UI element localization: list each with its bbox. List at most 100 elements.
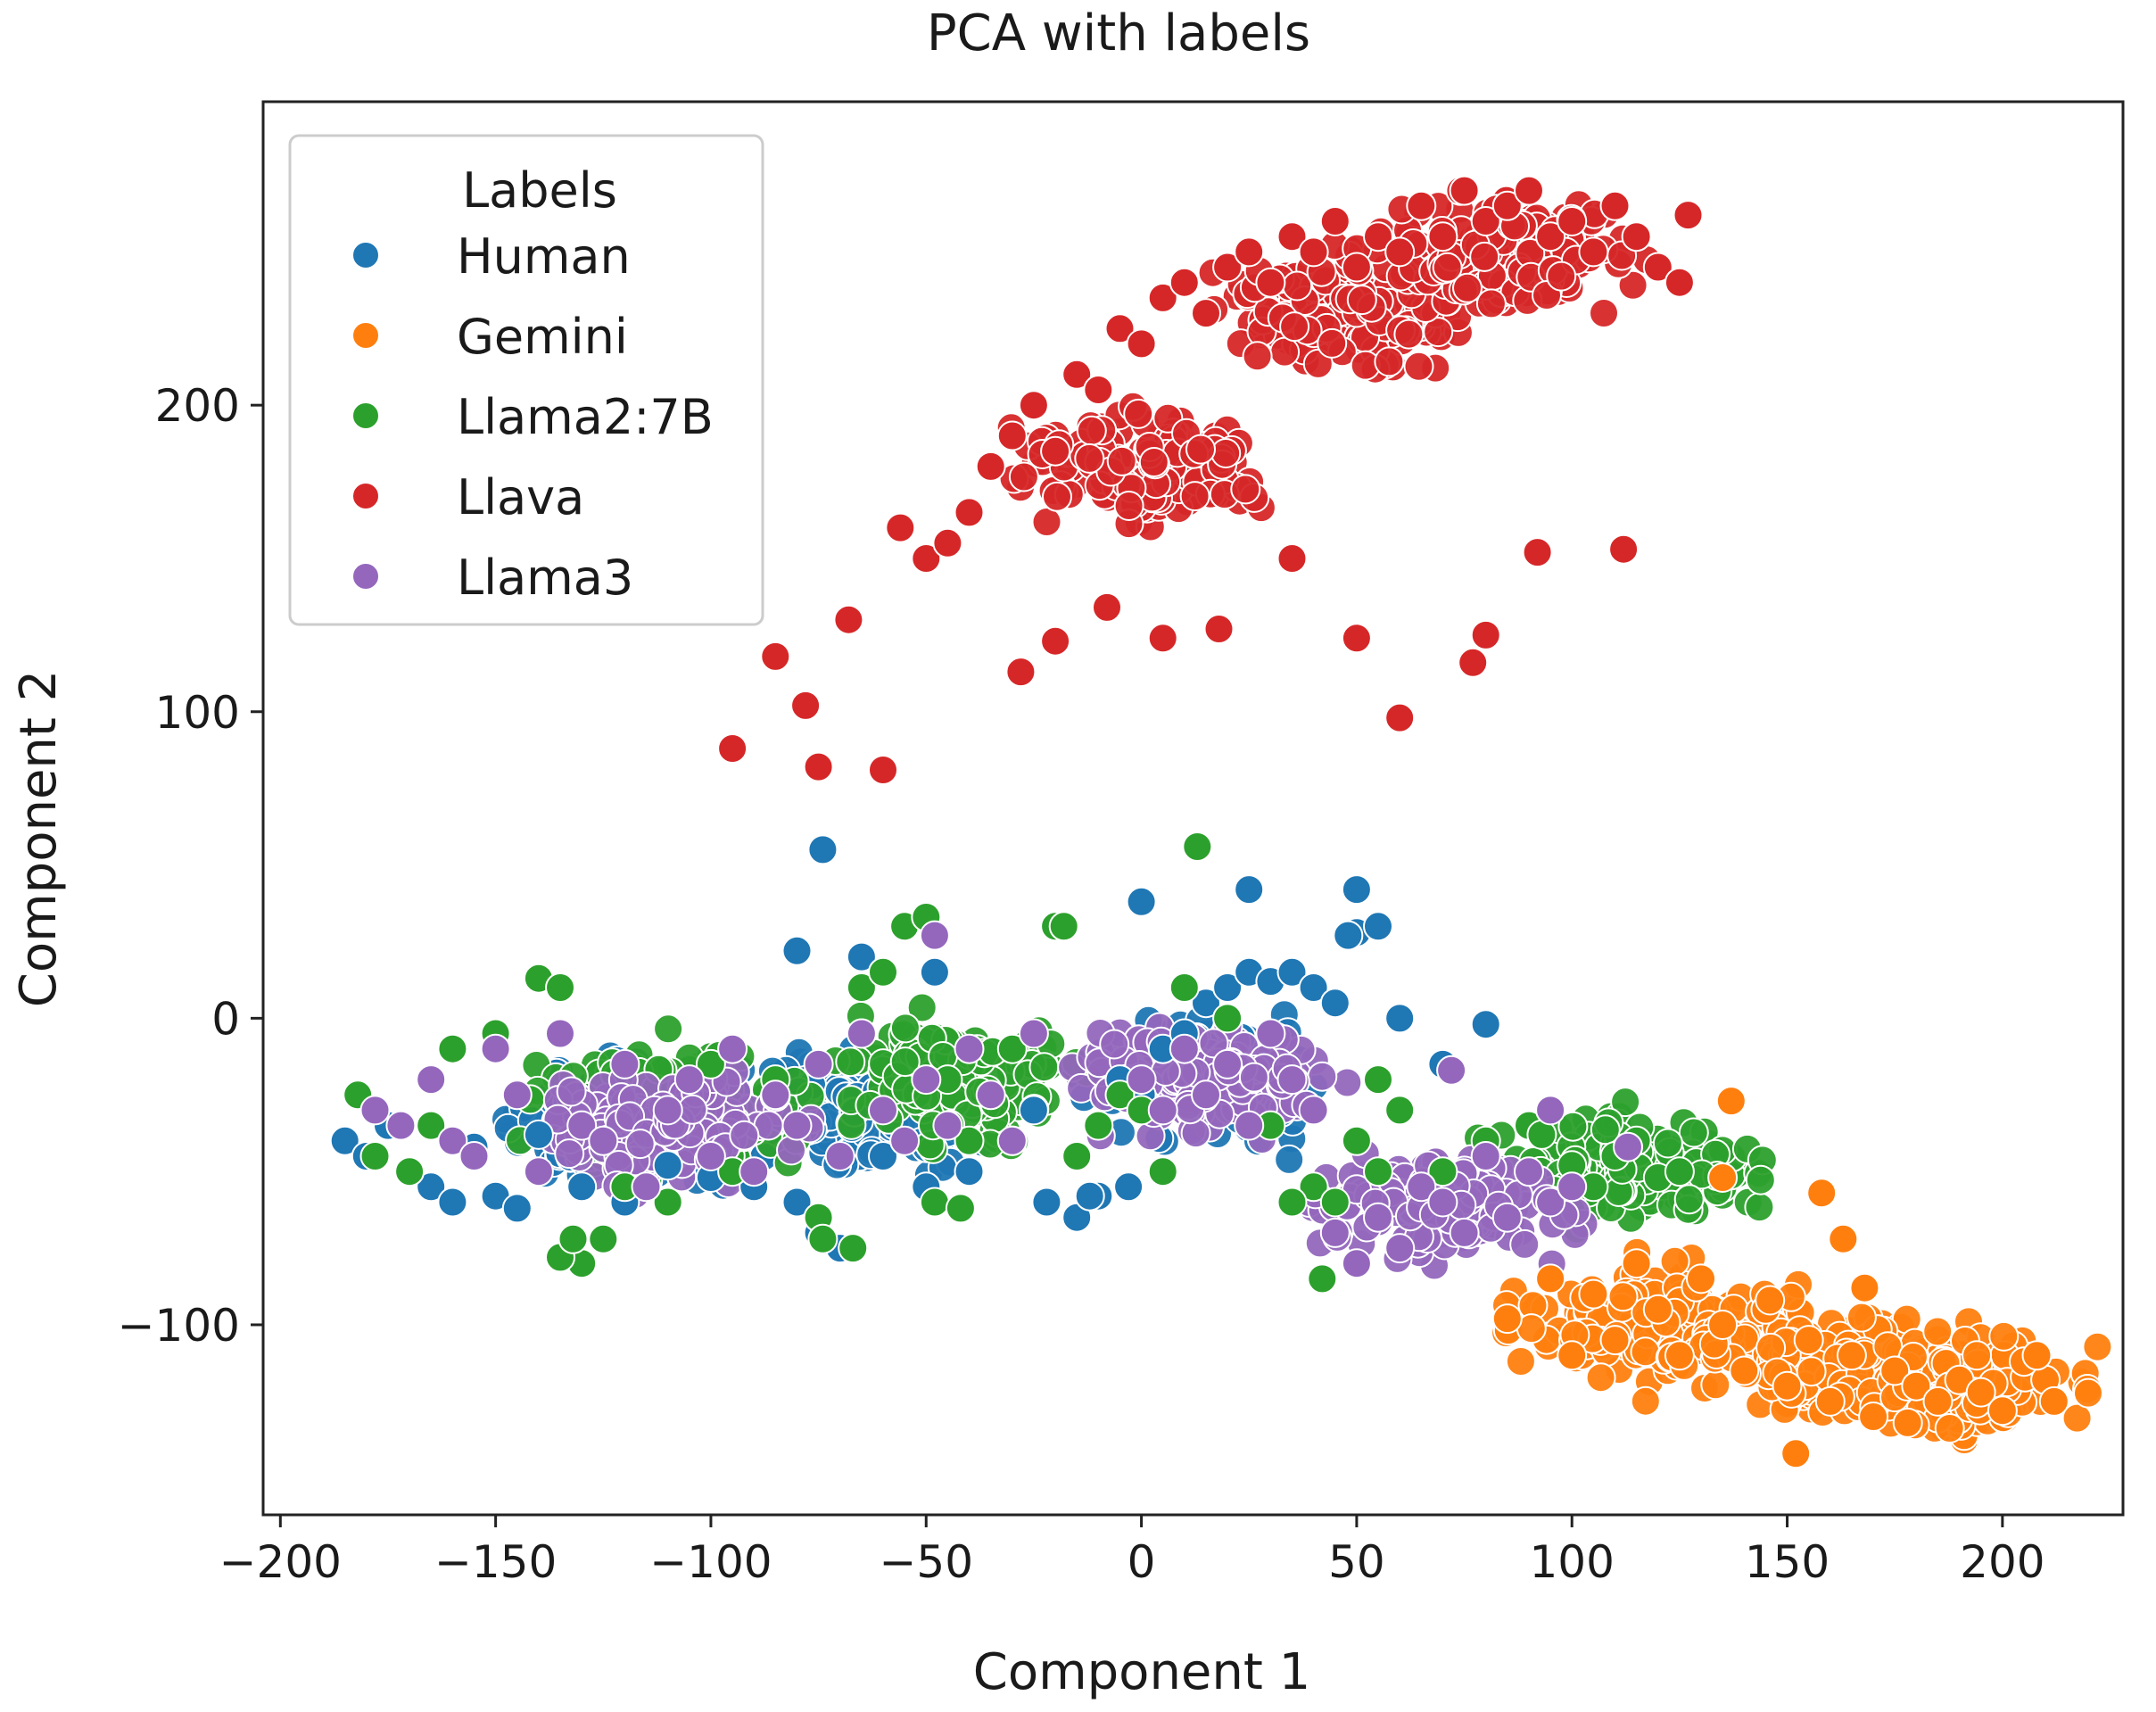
data-point-llama3: [1018, 1018, 1049, 1049]
data-point-llama2-7b: [558, 1223, 589, 1254]
y-tick-label: 200: [155, 380, 240, 432]
x-tick-label: −150: [434, 1536, 557, 1588]
data-point-gemini: [1642, 1294, 1673, 1325]
data-point-human: [1031, 1187, 1062, 1218]
cloud-point-llava: [1317, 327, 1348, 359]
cloud-point-llama3: [1332, 1067, 1363, 1098]
data-point-llama3: [846, 1018, 877, 1049]
data-point-llava: [760, 641, 791, 672]
data-point-llama3: [695, 1141, 726, 1171]
data-point-llama3: [803, 1048, 834, 1079]
cloud-point-llama2-7b: [889, 1013, 921, 1044]
data-point-llava: [1040, 435, 1071, 467]
data-point-llava: [1191, 298, 1221, 329]
data-point-llama3: [996, 1125, 1028, 1156]
cloud-point-gemini: [2082, 1331, 2113, 1362]
data-point-llama2-7b: [652, 1187, 683, 1218]
data-point-llava: [790, 690, 822, 721]
data-point-gemini: [1828, 1223, 1859, 1254]
cloud-point-gemini: [2073, 1377, 2103, 1409]
data-point-llama3: [1470, 1141, 1501, 1171]
data-point-llava: [1673, 200, 1704, 231]
data-point-gemini: [1901, 1370, 1932, 1402]
data-point-human: [954, 1156, 985, 1187]
data-point-llava: [1470, 619, 1501, 650]
data-point-llava: [1384, 236, 1416, 268]
data-point-llava: [1126, 328, 1157, 360]
cloud-point-llama2-7b: [1744, 1192, 1775, 1223]
data-point-llama3: [1535, 1095, 1566, 1126]
data-point-llama3: [1557, 1171, 1588, 1203]
x-tick-label: 50: [1328, 1536, 1385, 1588]
data-point-llava: [1341, 252, 1372, 283]
cloud-point-llava: [1432, 252, 1463, 283]
cloud-point-llama2-7b: [1745, 1164, 1776, 1195]
data-point-llama2-7b: [1664, 1156, 1695, 1187]
data-point-llama2-7b: [1083, 1110, 1114, 1141]
data-point-llama3: [911, 1064, 942, 1096]
data-point-llama2-7b: [1307, 1263, 1338, 1294]
data-point-llava: [1578, 236, 1609, 268]
x-tick-label: 200: [1960, 1536, 2044, 1588]
data-point-llama2-7b: [1104, 1079, 1136, 1111]
y-tick-label: −100: [118, 1300, 240, 1352]
data-point-llama3: [824, 1141, 855, 1171]
data-point-gemini: [1922, 1385, 1954, 1417]
data-point-llama3: [631, 1171, 662, 1203]
data-point-llama3: [1276, 1064, 1308, 1096]
data-point-llama3: [1436, 1054, 1467, 1086]
cloud-point-gemini: [1607, 1281, 1639, 1312]
plot-area-frame: [261, 100, 2125, 1517]
cloud-point-llava: [1123, 398, 1154, 429]
data-point-human: [868, 1141, 898, 1171]
data-point-llama3: [1255, 1018, 1286, 1049]
cloud-point-llama2-7b: [906, 992, 938, 1023]
data-point-llava: [1147, 282, 1178, 313]
data-point-llava: [954, 497, 985, 528]
y-axis-ticks: −100 0 100 200: [118, 380, 263, 1352]
cloud-point-gemini: [2061, 1402, 2093, 1434]
data-point-human: [566, 1171, 598, 1203]
data-point-gemini: [1879, 1355, 1911, 1386]
data-point-human: [437, 1187, 468, 1218]
cloud-point-llava: [1008, 461, 1039, 492]
data-point-llava: [1557, 206, 1588, 236]
cloud-point-llava: [1393, 318, 1425, 350]
data-point-llava: [1522, 537, 1553, 568]
data-point-gemini: [1664, 1340, 1695, 1371]
legend-label-human: Human: [457, 228, 631, 285]
data-point-llama2-7b: [945, 1193, 976, 1224]
data-point-gemini: [1849, 1272, 1880, 1303]
data-point-gemini: [1578, 1278, 1609, 1310]
data-point-llama2-7b: [1276, 1187, 1308, 1218]
data-point-gemini: [1729, 1355, 1760, 1386]
data-point-llama3: [1384, 1233, 1416, 1264]
data-point-gemini: [1892, 1407, 1923, 1438]
legend-title: Labels: [462, 162, 617, 219]
data-point-llama3: [359, 1095, 391, 1126]
cloud-point-llava: [1076, 415, 1107, 446]
data-point-llava: [1276, 221, 1308, 252]
data-point-llava: [1018, 390, 1049, 421]
cloud-point-llama2-7b: [1610, 1087, 1641, 1118]
data-point-llava: [1319, 206, 1351, 236]
data-point-human: [846, 941, 877, 972]
data-point-gemini: [1599, 1325, 1631, 1356]
data-point-llama2-7b: [588, 1223, 619, 1254]
x-tick-label: 100: [1530, 1536, 1615, 1588]
data-point-human: [1018, 1095, 1049, 1126]
data-point-llava: [932, 527, 963, 558]
cloud-point-llava: [1179, 481, 1210, 512]
data-point-gemini: [1965, 1377, 1996, 1408]
cloud-point-llama2-7b: [1652, 1128, 1683, 1159]
data-point-llava: [1449, 175, 1480, 206]
data-point-human: [1191, 988, 1221, 1019]
x-axis-ticks: −200 −150 −100 −50 0 50 100 150 200: [219, 1515, 2045, 1588]
data-point-llava: [1406, 190, 1437, 221]
cloud-point-llama2-7b: [1678, 1117, 1709, 1148]
data-point-llama2-7b: [846, 972, 877, 1003]
data-point-human: [1276, 956, 1308, 988]
legend-items: Human Gemini Llama2:7B Llava Llama3: [351, 228, 714, 606]
data-point-llama3: [1126, 1064, 1157, 1096]
